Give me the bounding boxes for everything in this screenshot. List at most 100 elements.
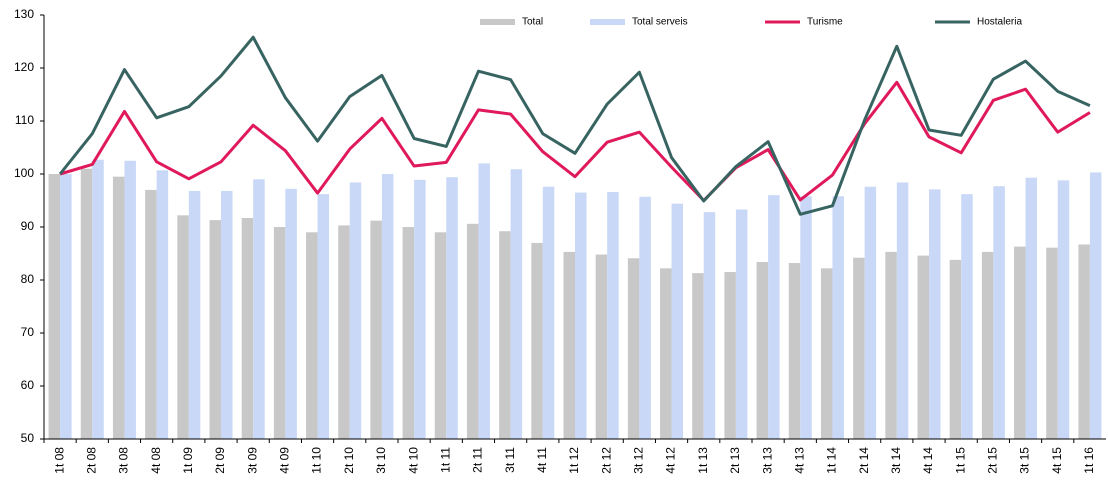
x-tick-label: 2t 10 <box>342 447 356 474</box>
y-tick-label: 120 <box>14 60 34 74</box>
x-tick-label: 1t 09 <box>181 447 195 474</box>
bar <box>896 182 909 440</box>
bar <box>349 182 362 440</box>
bar <box>788 263 801 439</box>
line <box>59 80 1091 202</box>
bar <box>671 203 684 439</box>
bar <box>188 190 201 439</box>
bar <box>306 232 318 439</box>
bar <box>466 223 479 439</box>
x-tick-label: 4t 10 <box>406 447 420 474</box>
legend-label: Total serveis <box>632 17 688 28</box>
bar <box>607 192 619 439</box>
bar <box>402 227 415 439</box>
bar <box>273 227 286 439</box>
x-tick-label: 4t 09 <box>278 447 292 474</box>
bar <box>563 251 575 439</box>
bar <box>446 177 458 439</box>
x-tick-label: 1t 15 <box>953 447 967 474</box>
line <box>58 35 1091 216</box>
bar <box>478 163 490 439</box>
x-tick-label: 4t 12 <box>664 447 678 474</box>
x-tick-label: 4t 13 <box>792 447 806 474</box>
bar <box>768 195 780 439</box>
bar <box>177 215 189 439</box>
x-tick-label: 2t 13 <box>728 447 742 474</box>
legend-swatch <box>590 19 625 25</box>
bar <box>1089 172 1102 439</box>
x-tick-label: 3t 08 <box>117 447 131 474</box>
x-tick-label: 1t 11 <box>438 447 452 473</box>
x-tick-label: 1t 12 <box>567 447 581 474</box>
x-tick-label: 1t 08 <box>52 447 66 474</box>
bar <box>800 196 812 439</box>
bar <box>1078 244 1090 439</box>
y-tick-label: 90 <box>21 219 35 233</box>
bar <box>1025 177 1038 439</box>
bar <box>703 212 716 439</box>
bar <box>60 174 72 439</box>
bar <box>531 242 543 439</box>
x-tick-label: 4t 11 <box>535 447 549 473</box>
legend-label: Total <box>522 17 543 28</box>
bar <box>627 258 640 439</box>
bar <box>929 189 941 439</box>
bar <box>853 257 865 439</box>
bar <box>370 220 382 439</box>
y-tick-label: 130 <box>14 7 34 21</box>
x-tick-label: 2t 09 <box>213 447 227 474</box>
bar <box>124 160 136 439</box>
x-tick-label: 3t 15 <box>1018 447 1032 474</box>
bar <box>414 179 426 439</box>
bar <box>917 255 929 439</box>
legend-swatch <box>480 19 515 25</box>
y-tick-label: 110 <box>15 113 34 127</box>
x-tick-label: 3t 13 <box>760 447 774 474</box>
bar <box>820 268 833 439</box>
legend-label: Turisme <box>807 17 843 28</box>
x-tick-label: 2t 11 <box>471 447 485 473</box>
bar <box>885 251 897 439</box>
x-tick-label: 4t 14 <box>921 447 935 474</box>
x-tick-label: 1t 14 <box>825 447 839 474</box>
legend-label: Hostaleria <box>977 17 1022 28</box>
x-tick-label: 2t 15 <box>986 447 1000 474</box>
bar <box>499 231 511 439</box>
x-tick-label: 4t 08 <box>149 447 163 474</box>
bar <box>145 189 157 439</box>
x-tick-label: 3t 11 <box>503 447 517 473</box>
bar <box>112 176 125 439</box>
bar <box>692 273 704 439</box>
bar <box>756 261 769 439</box>
bar <box>510 169 523 440</box>
x-tick-label: 3t 12 <box>632 447 646 474</box>
bar <box>48 174 61 439</box>
bar <box>285 188 297 439</box>
x-tick-label: 3t 09 <box>245 447 259 474</box>
bar <box>1014 246 1026 439</box>
bar <box>735 209 748 439</box>
x-tick-label: 1t 10 <box>310 447 324 474</box>
bar <box>832 196 844 439</box>
bar <box>381 174 394 439</box>
x-tick-label: 2t 14 <box>857 447 871 474</box>
bar <box>317 194 330 439</box>
bar <box>949 259 962 439</box>
y-tick-label: 50 <box>21 431 35 445</box>
y-tick-label: 70 <box>21 325 35 339</box>
bar <box>1057 180 1070 440</box>
bar <box>575 192 587 439</box>
bar <box>253 179 265 440</box>
x-tick-label: 2t 12 <box>599 447 613 474</box>
bar <box>595 254 608 439</box>
x-tick-label: 1t 16 <box>1082 447 1096 474</box>
bar <box>981 251 994 439</box>
y-tick-label: 80 <box>21 272 35 286</box>
bar <box>209 220 221 439</box>
x-tick-label: 3t 14 <box>889 447 903 474</box>
bar <box>434 232 447 439</box>
x-tick-label: 3t 10 <box>374 447 388 474</box>
bar <box>864 186 877 439</box>
bar <box>92 159 104 439</box>
